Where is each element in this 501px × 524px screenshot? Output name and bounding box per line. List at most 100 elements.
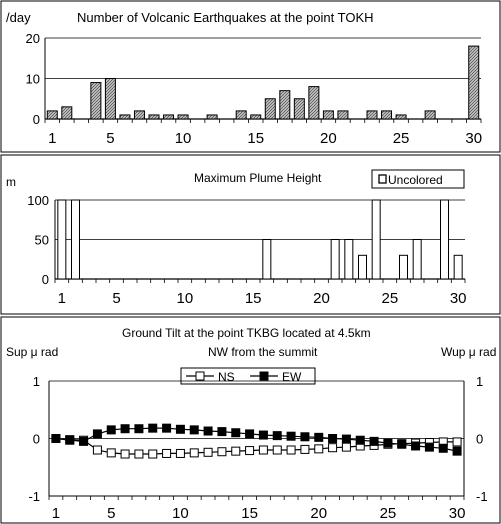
chart1-bar [177, 114, 189, 120]
chart3-series-ew-point [411, 441, 421, 451]
chart3-series-ns-point [217, 447, 227, 457]
chart1-xtick-label: 5 [106, 130, 114, 147]
chart3-title: Ground Tilt at the point TKBG located at… [122, 326, 371, 340]
chart3-series-ew-point [231, 428, 241, 438]
chart2-bar [71, 199, 80, 280]
chart3-series-ns-point [134, 449, 144, 459]
chart1-bar [337, 110, 349, 120]
chart3-series-ew-point [314, 432, 324, 442]
chart3-series-ns-point [341, 442, 351, 452]
chart3-series-ew-point [397, 439, 407, 449]
chart1-ylabel: /day [6, 10, 31, 25]
chart1-bar [133, 110, 145, 120]
chart3-series-ns-point [258, 445, 268, 455]
chart3-ytick-label-right: 1 [476, 374, 483, 389]
chart1-bar [366, 110, 378, 120]
chart3-series-ns-point [286, 445, 296, 455]
chart1-bar [163, 114, 175, 120]
chart1-bar [235, 110, 247, 120]
chart3-series-ew-point [134, 424, 144, 434]
chart3-legend: NS EW [180, 367, 316, 385]
chart3-legend-ew-label: EW [282, 370, 302, 384]
chart2-bar [358, 254, 367, 280]
chart3-series-ns-point [314, 444, 324, 454]
chart1-bar [322, 110, 334, 120]
chart2-xtick-label: 20 [313, 290, 330, 307]
chart2-legend-swatch [378, 174, 387, 184]
chart3-legend-ns-marker [195, 371, 205, 381]
chart3-series-ew-point [106, 425, 116, 435]
chart3-series-ns-point [272, 445, 282, 455]
chart1-bar [61, 106, 73, 120]
chart2-title: Maximum Plume Height [194, 171, 322, 185]
chart2-legend-box [371, 169, 465, 189]
chart3-series-ew-point [424, 442, 434, 452]
chart3-series-ns-point [231, 446, 241, 456]
chart3-series-ns-point [162, 448, 172, 458]
chart1-bar [148, 114, 160, 120]
chart2-xtick-label: 5 [112, 290, 120, 307]
chart1-bar [395, 114, 407, 120]
chart2-bar [330, 239, 340, 280]
chart3-series-ns-point [452, 437, 462, 447]
chart3-series-ew-point [189, 425, 199, 435]
chart2-bar [344, 239, 354, 280]
chart2-bar [57, 199, 67, 280]
chart1-bar [308, 86, 320, 120]
chart2-xtick-label: 1 [58, 290, 66, 307]
chart1-xtick-label: 20 [320, 130, 337, 147]
chart3-series-ns-point [328, 443, 338, 453]
chart3-series-ew-point [148, 423, 158, 433]
chart1-xtick-label: 25 [393, 130, 410, 147]
chart3-series-ns-point [300, 444, 310, 454]
chart2-xtick-label: 10 [176, 290, 193, 307]
chart2-bar [399, 254, 408, 280]
chart2-xtick-label: 25 [381, 290, 398, 307]
chart1-bar [104, 78, 116, 120]
chart3-series-ew-line [55, 427, 458, 452]
chart3-xtick-label: 10 [172, 505, 189, 522]
chart2-xtick-label: 30 [450, 290, 467, 307]
chart3-ylabel-right: Wup μ rad [441, 345, 496, 359]
chart3-series-ew-point [272, 431, 282, 441]
chart1-title: Number of Volcanic Earthquakes at the po… [77, 10, 374, 25]
chart3-series-ew-point [300, 432, 310, 442]
chart1-bar [206, 114, 218, 120]
chart3-series-ns-point [175, 448, 185, 458]
chart2-legend: Uncolored [371, 169, 465, 189]
chart3-series-ew-point [383, 438, 393, 448]
chart2-bar [440, 199, 449, 280]
panel-frame-1 [0, 0, 501, 153]
chart2-ytick-label: 50 [35, 233, 49, 248]
chart3-ylabel-left: Sup μ rad [6, 345, 58, 359]
chart3-series-ns-point [203, 447, 213, 457]
chart2-bar [371, 199, 381, 280]
chart3-series-ew-point [203, 426, 213, 436]
chart3-series-ns-point [189, 448, 199, 458]
chart1-bar [264, 98, 276, 120]
chart3-ytick-label-right: -1 [476, 489, 488, 504]
chart1-bar [293, 98, 305, 120]
chart3-series-ew-point [355, 435, 365, 445]
chart3-series-ew-point [438, 443, 448, 453]
chart2-ytick-label: 100 [27, 193, 49, 208]
chart1-bar [119, 114, 131, 120]
chart1-bar [381, 110, 393, 120]
chart3-series-ew-point [51, 434, 61, 443]
chart2-ylabel: m [6, 175, 16, 189]
chart1-xtick-label: 15 [247, 130, 264, 147]
chart1-bar [250, 114, 262, 120]
chart3-series-ew-point [217, 427, 227, 437]
chart3-series-ew-point [452, 446, 462, 456]
chart1-xtick-label: 10 [175, 130, 192, 147]
chart3-series-ns-point [106, 448, 116, 458]
chart2-ytick-label: 0 [42, 272, 49, 287]
chart3-legend-box [180, 367, 316, 385]
chart3-series-ns-point [120, 449, 130, 459]
chart3-series-ns-point [92, 445, 102, 455]
chart3-series-ew-point [245, 429, 255, 439]
chart2-bar [412, 239, 422, 280]
